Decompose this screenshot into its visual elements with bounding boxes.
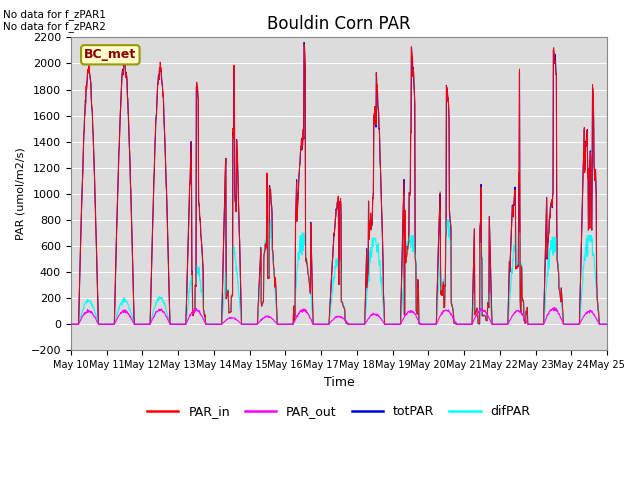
totPAR bbox=[67, 322, 75, 327]
totPAR bbox=[493, 322, 500, 327]
PAR_out bbox=[186, 312, 194, 318]
X-axis label: Time: Time bbox=[324, 376, 355, 389]
Line: totPAR: totPAR bbox=[71, 43, 607, 324]
difPAR bbox=[246, 322, 254, 327]
totPAR bbox=[300, 40, 308, 46]
PAR_in bbox=[604, 322, 611, 327]
Text: No data for f_zPAR2: No data for f_zPAR2 bbox=[3, 21, 106, 32]
difPAR bbox=[173, 322, 181, 327]
Line: difPAR: difPAR bbox=[71, 220, 607, 324]
PAR_out bbox=[540, 322, 547, 327]
PAR_out bbox=[492, 322, 500, 327]
Y-axis label: PAR (umol/m2/s): PAR (umol/m2/s) bbox=[15, 147, 25, 240]
Line: PAR_out: PAR_out bbox=[71, 308, 607, 324]
Title: Bouldin Corn PAR: Bouldin Corn PAR bbox=[267, 15, 411, 33]
Legend: PAR_in, PAR_out, totPAR, difPAR: PAR_in, PAR_out, totPAR, difPAR bbox=[142, 400, 536, 423]
difPAR bbox=[604, 322, 611, 327]
PAR_in bbox=[422, 322, 430, 327]
PAR_in bbox=[246, 322, 254, 327]
difPAR bbox=[540, 321, 548, 327]
PAR_in bbox=[493, 322, 500, 327]
PAR_out bbox=[550, 305, 558, 311]
Text: No data for f_zPAR1: No data for f_zPAR1 bbox=[3, 9, 106, 20]
difPAR bbox=[186, 284, 194, 290]
PAR_out bbox=[422, 322, 430, 327]
PAR_in bbox=[186, 181, 194, 187]
Line: PAR_in: PAR_in bbox=[71, 45, 607, 324]
totPAR bbox=[186, 181, 194, 187]
PAR_out bbox=[604, 322, 611, 327]
totPAR bbox=[540, 320, 548, 325]
PAR_out bbox=[173, 322, 181, 327]
totPAR bbox=[604, 322, 611, 327]
PAR_in bbox=[540, 320, 548, 325]
PAR_in bbox=[300, 42, 308, 48]
totPAR bbox=[422, 322, 430, 327]
Text: BC_met: BC_met bbox=[84, 48, 136, 61]
difPAR bbox=[67, 322, 75, 327]
difPAR bbox=[267, 217, 275, 223]
PAR_in bbox=[173, 322, 181, 327]
PAR_out bbox=[246, 322, 254, 327]
PAR_in bbox=[67, 322, 75, 327]
PAR_out bbox=[67, 322, 75, 327]
totPAR bbox=[246, 322, 254, 327]
difPAR bbox=[493, 322, 500, 327]
totPAR bbox=[173, 322, 181, 327]
difPAR bbox=[422, 322, 430, 327]
